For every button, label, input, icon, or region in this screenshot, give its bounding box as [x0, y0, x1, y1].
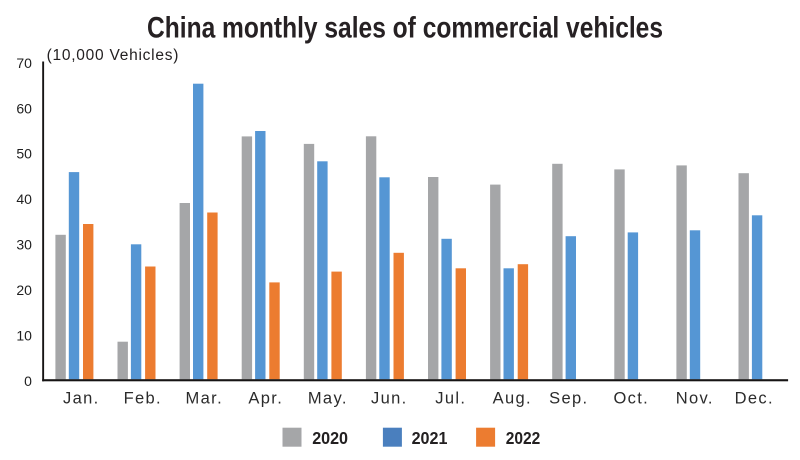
svg-text:China monthly sales of commerc: China monthly sales of commercial vehicl…	[147, 12, 663, 45]
svg-text:Apr.: Apr.	[248, 389, 283, 407]
svg-text:2022: 2022	[506, 428, 541, 448]
svg-text:60: 60	[16, 100, 32, 116]
svg-text:Sep.: Sep.	[549, 389, 588, 407]
svg-text:Oct.: Oct.	[613, 389, 649, 407]
svg-text:Dec.: Dec.	[735, 389, 774, 407]
svg-text:2021: 2021	[412, 428, 448, 448]
svg-text:0: 0	[24, 373, 32, 389]
svg-text:May.: May.	[308, 389, 348, 407]
svg-text:Aug.: Aug.	[493, 389, 532, 407]
svg-text:20: 20	[16, 282, 32, 298]
svg-text:Nov.: Nov.	[676, 389, 714, 407]
svg-text:30: 30	[16, 237, 32, 253]
svg-text:Jun.: Jun.	[371, 389, 408, 407]
svg-text:Feb.: Feb.	[124, 389, 162, 407]
svg-text:Jul.: Jul.	[435, 389, 466, 407]
svg-text:(10,000 Vehicles): (10,000 Vehicles)	[47, 47, 180, 64]
svg-text:Jan.: Jan.	[63, 389, 100, 407]
svg-text:2020: 2020	[312, 428, 348, 448]
svg-text:10: 10	[16, 328, 32, 344]
svg-text:Mar.: Mar.	[186, 389, 224, 407]
svg-text:50: 50	[16, 146, 32, 162]
svg-text:70: 70	[16, 55, 32, 71]
svg-text:40: 40	[16, 191, 32, 207]
